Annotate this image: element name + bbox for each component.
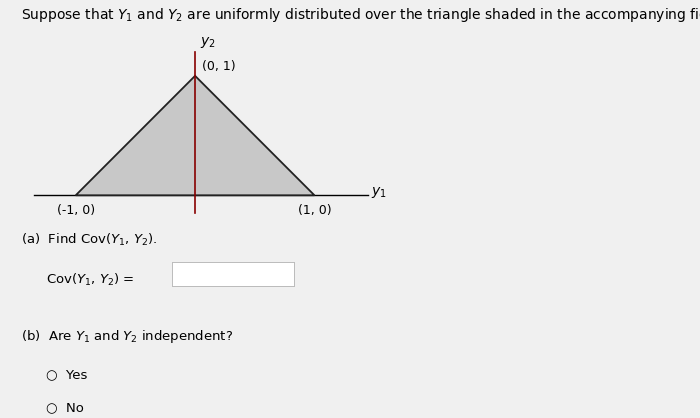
Text: ○  Yes: ○ Yes: [46, 368, 87, 381]
Text: (1, 0): (1, 0): [298, 204, 331, 217]
Text: $y_1$: $y_1$: [370, 185, 386, 200]
Text: (a)  Find Cov($Y_1$, $Y_2$).: (a) Find Cov($Y_1$, $Y_2$).: [21, 232, 158, 248]
Polygon shape: [76, 76, 314, 195]
Text: ○  No: ○ No: [46, 401, 83, 414]
Text: Suppose that $Y_1$ and $Y_2$ are uniformly distributed over the triangle shaded : Suppose that $Y_1$ and $Y_2$ are uniform…: [21, 6, 700, 24]
Text: (-1, 0): (-1, 0): [57, 204, 94, 217]
Text: (b)  Are $Y_1$ and $Y_2$ independent?: (b) Are $Y_1$ and $Y_2$ independent?: [21, 328, 233, 345]
Text: (0, 1): (0, 1): [202, 61, 236, 74]
Text: $y_2$: $y_2$: [200, 35, 216, 50]
Text: Cov($Y_1$, $Y_2$) =: Cov($Y_1$, $Y_2$) =: [46, 272, 134, 288]
